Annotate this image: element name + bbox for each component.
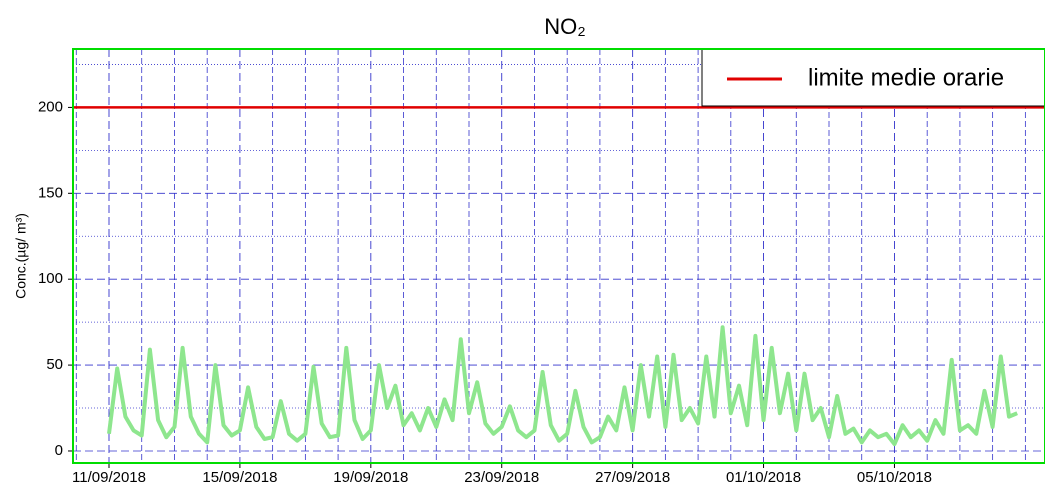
chart-title: NO₂ [544,14,586,39]
x-tick-label: 27/09/2018 [595,469,670,486]
x-tick-label: 19/09/2018 [333,469,408,486]
x-tick-label: 01/10/2018 [726,469,801,486]
y-tick-label: 150 [38,184,63,201]
x-tick-label: 05/10/2018 [857,469,932,486]
y-axis-label: Conc.(µg/ m³) [13,213,29,299]
y-tick-label: 100 [38,270,63,287]
legend-label: limite medie orarie [808,64,1004,91]
x-tick-label: 23/09/2018 [464,469,539,486]
plot-border [72,48,1045,464]
y-tick-label: 200 [38,98,63,115]
x-tick-label: 11/09/2018 [72,469,146,486]
data-line [107,325,1018,447]
y-tick-label: 0 [55,442,63,459]
x-tick-label: 15/09/2018 [202,469,277,486]
y-tick-label: 50 [46,356,63,373]
